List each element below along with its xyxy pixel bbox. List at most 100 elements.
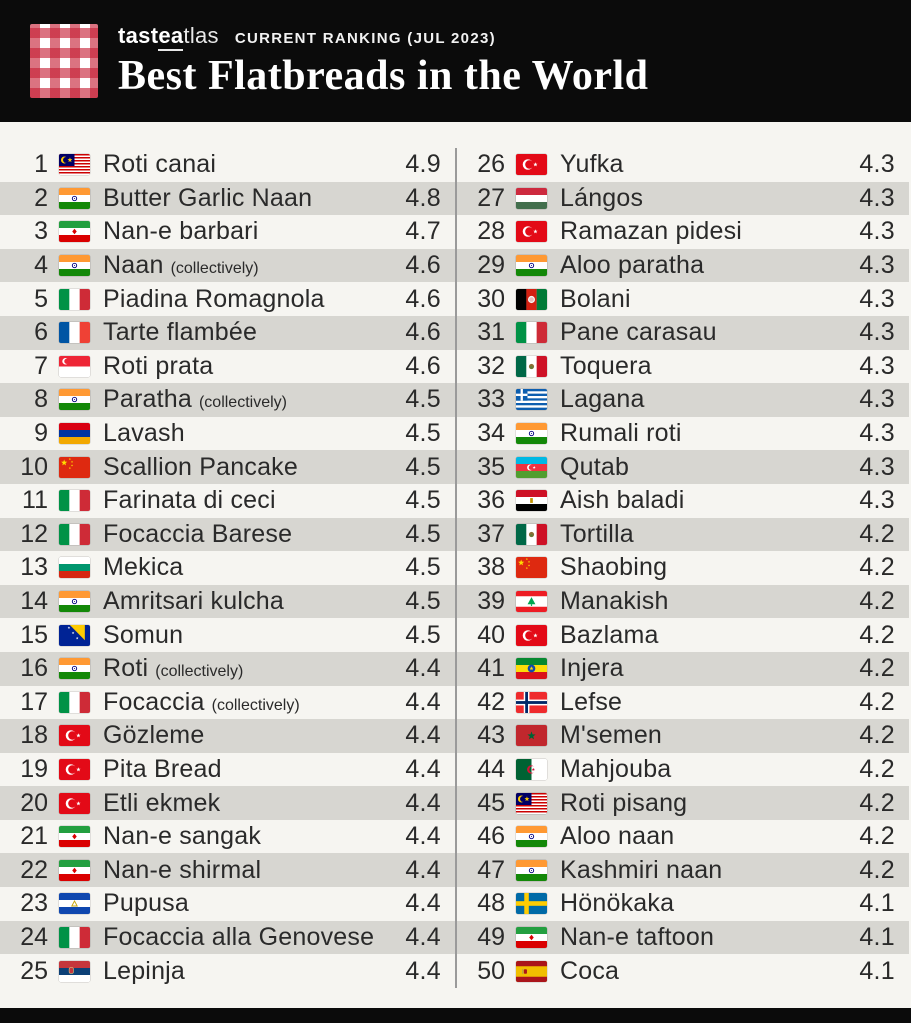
rank-number: 38 — [477, 553, 505, 582]
rank-number: 4 — [34, 251, 48, 280]
flag-icon-greece — [516, 389, 547, 411]
list-item: 47 Kashmiri naan 4.2 — [457, 853, 909, 888]
dish-name: Pita Bread — [103, 754, 222, 783]
list-item: 24 Focaccia alla Genovese 4.4 — [0, 920, 455, 955]
list-item: 2 Butter Garlic Naan 4.8 — [0, 181, 455, 216]
list-item: 40 Bazlama 4.2 — [457, 618, 909, 652]
flag-icon-ethiopia — [516, 658, 547, 680]
brand-line: tasteatlas CURRENT RANKING (JUL 2023) — [118, 22, 649, 51]
list-item: 22 Nan-e shirmal 4.4 — [0, 853, 455, 888]
dish-name: Pane carasau — [560, 318, 717, 347]
list-item: 9 Lavash 4.5 — [0, 417, 455, 451]
rank-number: 29 — [477, 251, 505, 280]
dish-name: Paratha (collectively) — [103, 385, 287, 414]
dish-name: Tortilla — [560, 519, 634, 548]
flag-icon-china — [59, 456, 90, 478]
rank-number: 5 — [34, 284, 48, 313]
rank-number: 41 — [477, 654, 505, 683]
rating-value: 4.4 — [405, 687, 441, 716]
rank-number: 37 — [477, 519, 505, 548]
list-item: 10 Scallion Pancake 4.5 — [0, 450, 455, 484]
rating-value: 4.4 — [405, 855, 441, 884]
list-item: 23 Pupusa 4.4 — [0, 887, 455, 921]
list-item: 33 Lagana 4.3 — [457, 383, 909, 417]
list-item: 44 Mahjouba 4.2 — [457, 753, 909, 787]
list-item: 1 Roti canai 4.9 — [0, 148, 455, 182]
flag-icon-malaysia — [516, 792, 547, 814]
rating-value: 4.4 — [405, 754, 441, 783]
rank-number: 48 — [477, 889, 505, 918]
list-item: 31 Pane carasau 4.3 — [457, 315, 909, 350]
ranking-subtitle: CURRENT RANKING (JUL 2023) — [234, 29, 496, 47]
list-item: 28 Ramazan pidesi 4.3 — [457, 215, 909, 249]
list-item: 37 Tortilla 4.2 — [457, 517, 909, 552]
list-item: 42 Lefse 4.2 — [457, 686, 909, 720]
list-item: 17 Focaccia (collectively) 4.4 — [0, 686, 455, 720]
dish-name: Bolani — [560, 284, 631, 313]
rank-number: 10 — [20, 452, 48, 481]
flag-icon-mexico — [516, 523, 547, 545]
rating-value: 4.5 — [405, 385, 441, 414]
flag-icon-sweden — [516, 893, 547, 915]
rating-value: 4.2 — [859, 687, 895, 716]
dish-name: Somun — [103, 620, 184, 649]
dish-name: Amritsari kulcha — [103, 587, 285, 616]
rating-value: 4.6 — [405, 351, 441, 380]
brand-wordmark: tasteatlas — [118, 22, 219, 51]
dish-name: Pupusa — [103, 889, 189, 918]
rank-number: 3 — [34, 217, 48, 246]
rank-number: 36 — [477, 486, 505, 515]
dish-name: Bazlama — [560, 620, 659, 649]
dish-name: Mekica — [103, 553, 184, 582]
dish-name: Lefse — [560, 687, 623, 716]
rating-value: 4.3 — [859, 183, 895, 212]
rating-value: 4.9 — [405, 150, 441, 179]
list-item: 27 Lángos 4.3 — [457, 181, 909, 216]
rank-number: 30 — [477, 284, 505, 313]
flag-icon-el_salvador — [59, 893, 90, 915]
header: tasteatlas CURRENT RANKING (JUL 2023) Be… — [0, 0, 911, 122]
dish-name: Shaobing — [560, 553, 668, 582]
rating-value: 4.5 — [405, 553, 441, 582]
rating-value: 4.4 — [405, 822, 441, 851]
dish-name: Injera — [560, 654, 624, 683]
flag-icon-mexico — [516, 355, 547, 377]
list-item: 3 Nan-e barbari 4.7 — [0, 215, 455, 249]
rating-value: 4.3 — [859, 217, 895, 246]
rating-value: 4.4 — [405, 654, 441, 683]
tasteatlas-gingham-logo-icon — [30, 24, 98, 98]
dish-name: Kashmiri naan — [560, 855, 723, 884]
flag-icon-turkey — [59, 758, 90, 780]
dish-name: M'semen — [560, 721, 663, 750]
list-item: 4 Naan (collectively) 4.6 — [0, 248, 455, 283]
list-item: 34 Rumali roti 4.3 — [457, 417, 909, 451]
bottom-bar — [0, 1008, 911, 1023]
dish-name: Etli ekmek — [103, 788, 221, 817]
rating-value: 4.4 — [405, 788, 441, 817]
list-item: 11 Farinata di ceci 4.5 — [0, 484, 455, 518]
page-title: Best Flatbreads in the World — [118, 52, 649, 99]
dish-name: Scallion Pancake — [103, 452, 298, 481]
rating-value: 4.2 — [859, 822, 895, 851]
rank-number: 28 — [477, 217, 505, 246]
flag-icon-italy — [516, 322, 547, 344]
rating-value: 4.4 — [405, 922, 441, 951]
rating-value: 4.3 — [859, 150, 895, 179]
flag-icon-italy — [59, 691, 90, 713]
rating-value: 4.2 — [859, 721, 895, 750]
list-item: 26 Yufka 4.3 — [457, 148, 909, 182]
rank-number: 18 — [20, 721, 48, 750]
flag-icon-singapore — [59, 355, 90, 377]
rating-value: 4.3 — [859, 351, 895, 380]
dish-name: Nan-e sangak — [103, 822, 262, 851]
dish-note: (collectively) — [170, 260, 259, 278]
list-item: 25 Lepinja 4.4 — [0, 954, 455, 988]
list-item: 30 Bolani 4.3 — [457, 282, 909, 316]
dish-name: Manakish — [560, 587, 669, 616]
dish-name: Hönökaka — [560, 889, 675, 918]
dish-name: Focaccia (collectively) — [103, 687, 300, 716]
dish-name: Aloo naan — [560, 822, 675, 851]
flag-icon-algeria — [516, 758, 547, 780]
dish-name: Toquera — [560, 351, 652, 380]
flag-icon-india — [516, 859, 547, 881]
